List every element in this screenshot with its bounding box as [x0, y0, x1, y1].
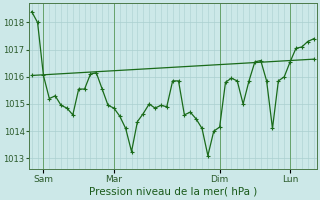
X-axis label: Pression niveau de la mer( hPa ): Pression niveau de la mer( hPa )	[89, 187, 257, 197]
